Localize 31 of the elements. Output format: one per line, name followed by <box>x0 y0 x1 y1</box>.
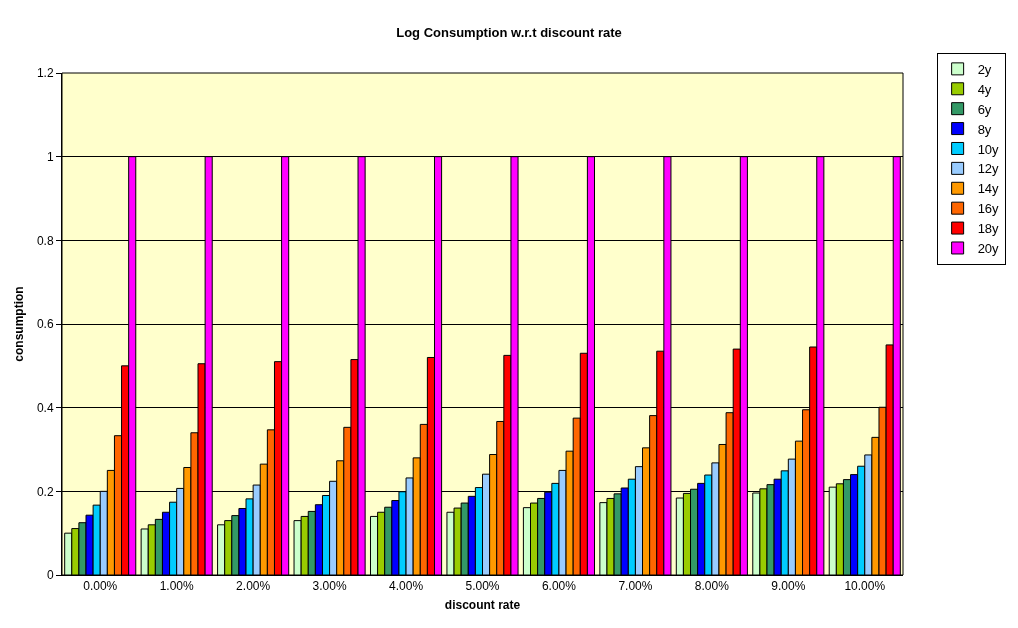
y-tick-label: 0.8 <box>36 233 54 248</box>
x-tick-label: 1.00% <box>159 579 195 594</box>
x-tick-label: 6.00% <box>541 579 577 594</box>
chart-title: Log Consumption w.r.t discount rate <box>396 25 622 41</box>
legend-label: 6y <box>977 101 992 117</box>
legend-label: 14y <box>977 181 1000 197</box>
legend-label: 4y <box>977 81 992 97</box>
y-tick-label: 0 <box>46 568 54 583</box>
x-tick-label: 3.00% <box>312 579 347 594</box>
legend-label: 10y <box>977 141 1000 157</box>
y-tick-label: 1 <box>46 149 54 164</box>
legend-label: 20y <box>977 241 1000 257</box>
x-axis-title: discount rate <box>444 598 521 613</box>
x-tick-label: 8.00% <box>694 579 730 594</box>
x-tick-label: 10.00% <box>844 579 886 594</box>
x-tick-label: 9.00% <box>771 579 806 594</box>
legend-label: 16y <box>977 201 1000 217</box>
legend-label: 2y <box>977 61 992 77</box>
x-tick-label: 0.00% <box>83 579 118 594</box>
y-axis-title: consumption <box>12 286 27 362</box>
y-tick-label: 1.2 <box>36 66 54 81</box>
legend-label: 12y <box>977 161 1000 177</box>
y-tick-label: 0.2 <box>36 484 54 499</box>
x-tick-label: 4.00% <box>389 579 424 594</box>
y-tick-label: 0.4 <box>36 400 54 415</box>
legend-label: 18y <box>977 221 1000 237</box>
x-tick-label: 5.00% <box>465 579 500 594</box>
legend-label: 8y <box>977 121 992 137</box>
x-tick-label: 2.00% <box>236 579 271 594</box>
x-tick-label: 7.00% <box>618 579 653 594</box>
y-tick-label: 0.6 <box>36 317 54 332</box>
